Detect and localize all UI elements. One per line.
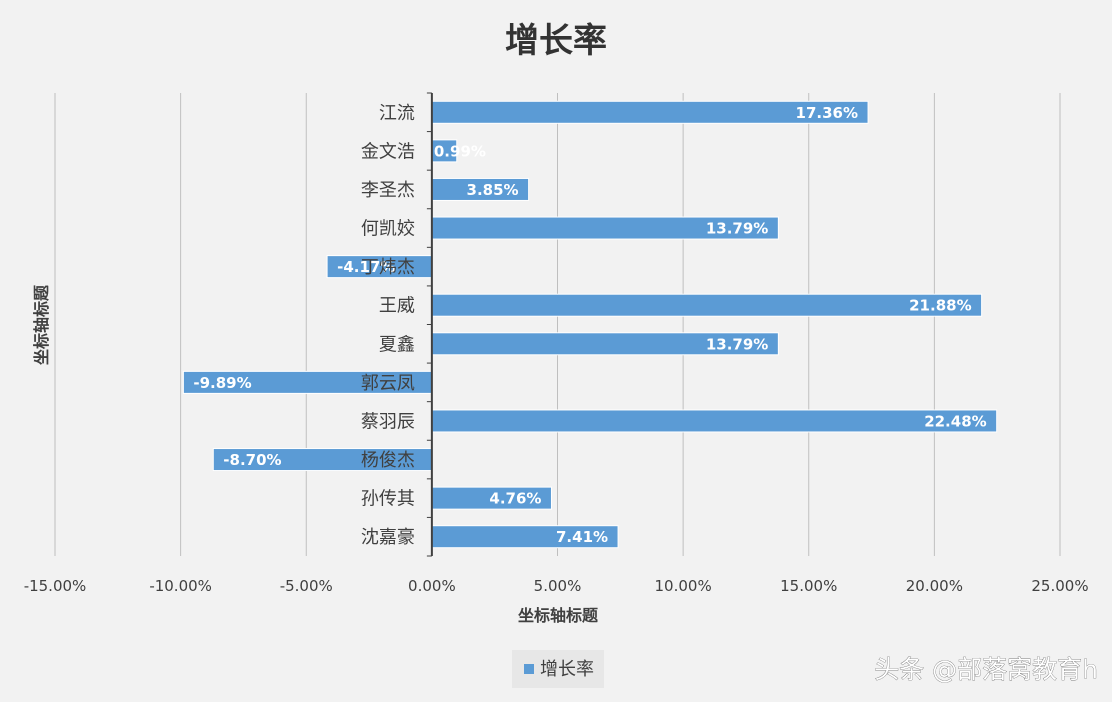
data-label: 3.85% bbox=[467, 181, 519, 199]
data-label: 17.36% bbox=[796, 104, 858, 122]
x-tick-label: 0.00% bbox=[408, 577, 456, 595]
data-label: 4.76% bbox=[489, 490, 541, 508]
data-label: -8.70% bbox=[223, 451, 281, 469]
category-label: 何凯姣 bbox=[361, 219, 415, 240]
category-label: 王威 bbox=[379, 296, 415, 317]
bar bbox=[431, 409, 998, 433]
x-tick-label: 5.00% bbox=[534, 577, 582, 595]
grid-lines bbox=[54, 93, 1061, 556]
x-tick-label: 15.00% bbox=[780, 577, 837, 595]
x-tick-label: -5.00% bbox=[280, 577, 333, 595]
x-axis-title: 坐标轴标题 bbox=[518, 606, 599, 625]
data-label: 13.79% bbox=[706, 335, 768, 353]
x-tick-label: -10.00% bbox=[149, 577, 212, 595]
category-label: 江流 bbox=[379, 103, 415, 124]
legend-swatch bbox=[524, 664, 534, 674]
bars bbox=[182, 100, 998, 549]
y-axis-title: 坐标轴标题 bbox=[32, 284, 51, 365]
data-label: 7.41% bbox=[556, 528, 608, 546]
category-label: 李圣杰 bbox=[361, 180, 415, 201]
axes bbox=[426, 92, 433, 557]
category-label: 夏鑫 bbox=[379, 334, 415, 355]
data-label: -9.89% bbox=[193, 374, 251, 392]
legend: 增长率 bbox=[512, 650, 604, 688]
category-label: 杨俊杰 bbox=[361, 450, 415, 471]
data-label: -4.17% bbox=[337, 258, 395, 276]
category-label: 沈嘉豪 bbox=[361, 527, 415, 548]
category-label: 丁炜杰 bbox=[361, 257, 415, 278]
labels: -15.00% -10.00% -5.00% 0.00% 5.00% 10.00% 15.0… bbox=[24, 103, 1089, 595]
x-tick-label: 20.00% bbox=[906, 577, 963, 595]
data-label: 21.88% bbox=[909, 297, 971, 315]
category-label: 郭云凤 bbox=[361, 373, 415, 394]
watermark-text: 头条 @部落窝教育h bbox=[874, 655, 1098, 684]
data-label: 13.79% bbox=[706, 220, 768, 238]
chart-title: 增长率 bbox=[505, 21, 607, 61]
data-label: 0.99% bbox=[434, 142, 486, 160]
category-label: 金文浩 bbox=[361, 141, 415, 162]
x-tick-label: -15.00% bbox=[24, 577, 87, 595]
data-label: 22.48% bbox=[924, 412, 986, 430]
category-label: 孙传其 bbox=[361, 489, 415, 510]
legend-label: 增长率 bbox=[540, 659, 594, 680]
bar bbox=[431, 293, 983, 317]
x-tick-label: 10.00% bbox=[655, 577, 712, 595]
x-tick-label: 25.00% bbox=[1031, 577, 1088, 595]
category-label: 蔡羽辰 bbox=[361, 411, 415, 432]
